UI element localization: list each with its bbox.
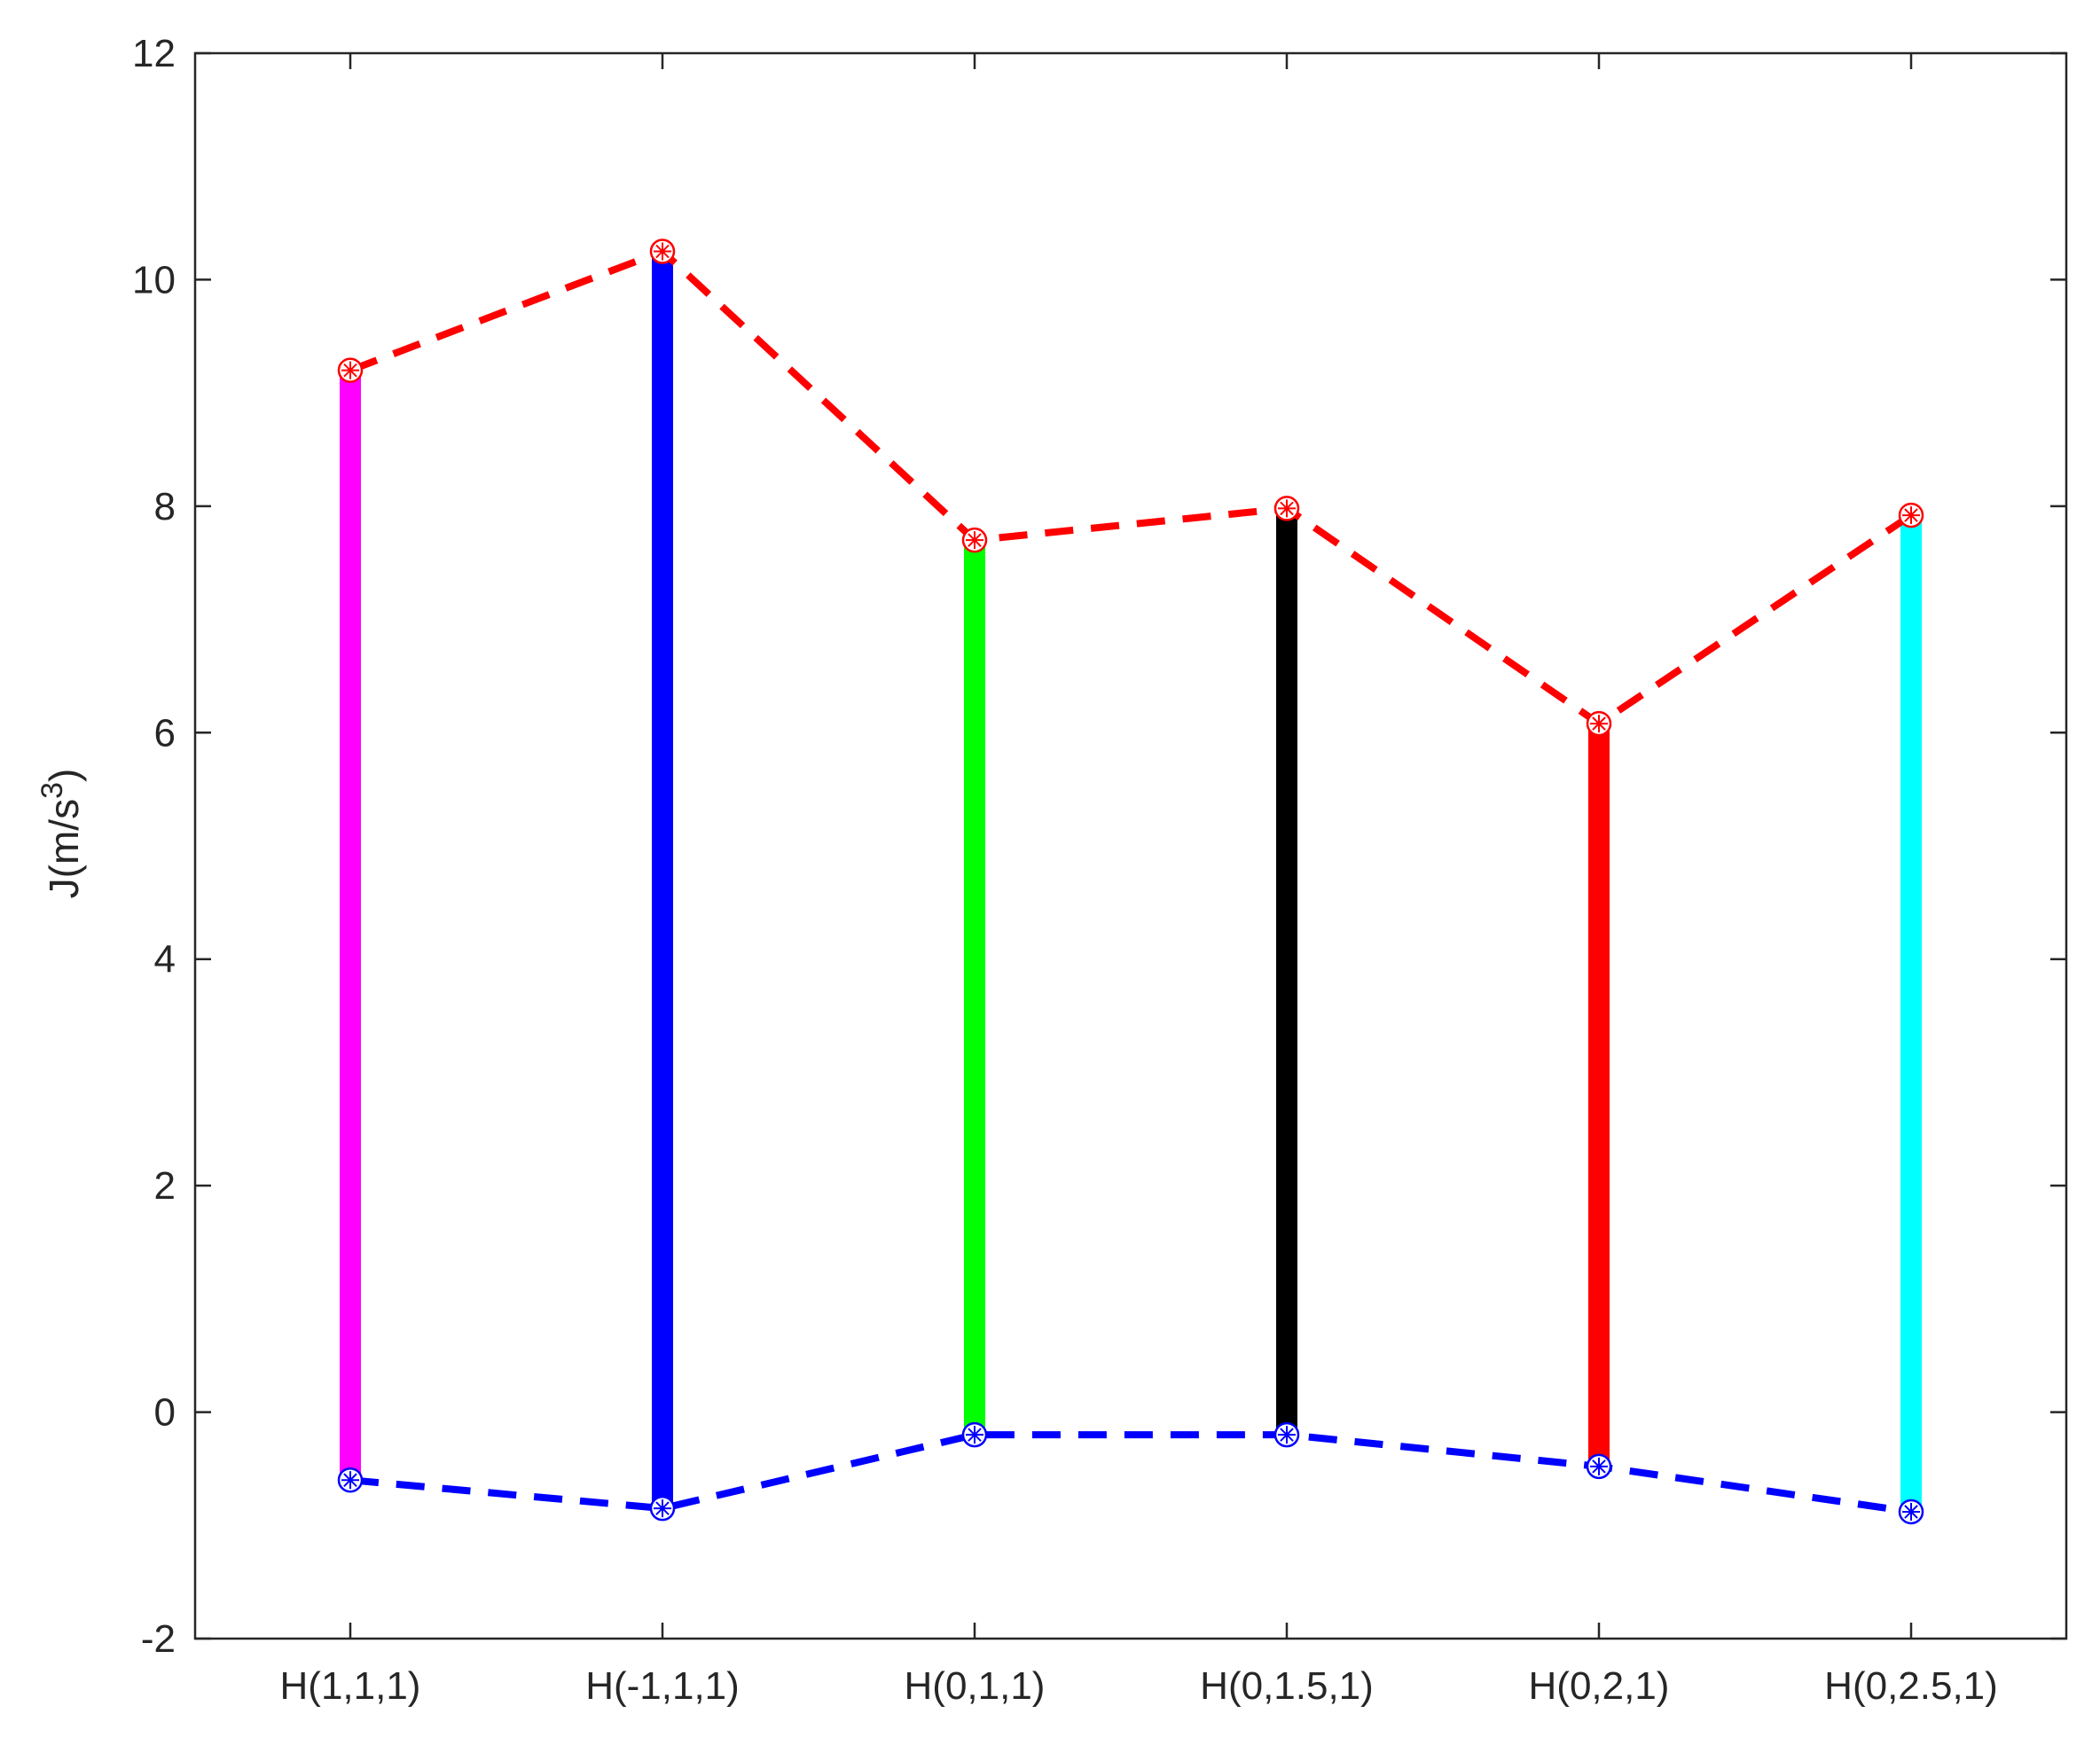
upper-point bbox=[1586, 710, 1612, 737]
y-axis-label-sup: 3 bbox=[35, 782, 69, 799]
x-tick-label: H(0,1.5,1) bbox=[1200, 1664, 1374, 1708]
range-bars bbox=[340, 251, 1922, 1512]
lower-point bbox=[649, 1495, 676, 1522]
x-tick-label: H(0,1,1) bbox=[905, 1664, 1046, 1708]
lower-point bbox=[1898, 1499, 1924, 1525]
lower-point bbox=[961, 1421, 988, 1448]
y-tick-label: -2 bbox=[141, 1617, 176, 1661]
upper-point bbox=[337, 357, 364, 383]
lower-point bbox=[1586, 1453, 1612, 1480]
series-lines bbox=[349, 246, 1914, 1515]
x-tick-label: H(0,2.5,1) bbox=[1824, 1664, 1998, 1708]
y-axis-label-close: ) bbox=[41, 769, 87, 782]
x-tick-label: H(1,1,1) bbox=[280, 1664, 421, 1708]
x-tick-label: H(0,2,1) bbox=[1529, 1664, 1670, 1708]
lower-point bbox=[337, 1467, 364, 1493]
x-tick-label: H(-1,1,1) bbox=[585, 1664, 740, 1708]
upper-point bbox=[961, 527, 988, 553]
y-axis-label-main: J(m/s bbox=[41, 799, 87, 898]
upper-point bbox=[649, 239, 676, 264]
y-tick-label: 8 bbox=[154, 485, 176, 528]
y-axis-ticks: -2 0 2 4 6 8 10 12 bbox=[132, 32, 2066, 1661]
plot-background bbox=[195, 53, 2066, 1639]
plot-frame bbox=[193, 51, 2068, 1640]
upper-point bbox=[1898, 502, 1924, 528]
lower-point bbox=[1273, 1421, 1300, 1448]
lower-series-line bbox=[349, 1431, 1912, 1515]
upper-series-line bbox=[349, 246, 1914, 728]
upper-point bbox=[1273, 496, 1300, 521]
y-tick-label: 12 bbox=[132, 32, 176, 75]
y-axis-label: J(m/s3) bbox=[35, 769, 87, 899]
series-markers bbox=[337, 239, 1924, 1525]
y-tick-label: 0 bbox=[154, 1391, 176, 1435]
y-tick-label: 10 bbox=[132, 258, 176, 301]
x-axis-ticks: H(1,1,1) H(-1,1,1) H(0,1,1) H(0,1.5,1) H(0,2… bbox=[280, 53, 1998, 1708]
y-tick-label: 6 bbox=[154, 711, 176, 755]
y-tick-label: 2 bbox=[154, 1164, 176, 1208]
y-tick-label: 4 bbox=[154, 938, 176, 982]
